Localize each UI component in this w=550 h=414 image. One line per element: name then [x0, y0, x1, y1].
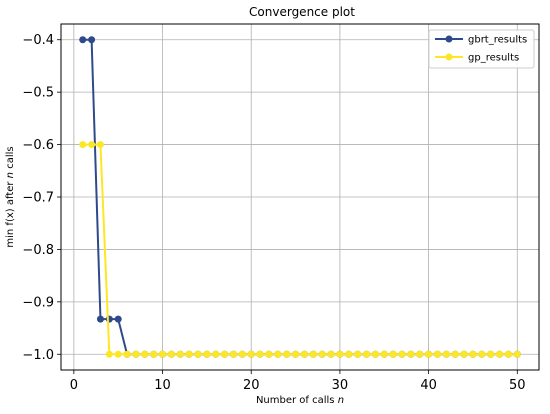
- data-point-gp_results: [309, 350, 317, 358]
- data-point-gbrt_results: [88, 36, 96, 44]
- legend-marker-gbrt: [445, 35, 453, 43]
- chart-title: Convergence plot: [249, 5, 355, 19]
- data-point-gp_results: [513, 350, 521, 358]
- data-point-gp_results: [407, 350, 415, 358]
- data-point-gp_results: [167, 350, 175, 358]
- data-point-gp_results: [132, 350, 140, 358]
- x-tick-label: 10: [154, 378, 171, 393]
- x-tick-label: 50: [509, 378, 526, 393]
- data-point-gp_results: [283, 350, 291, 358]
- data-point-gp_results: [185, 350, 193, 358]
- y-tick-label: −0.9: [22, 295, 54, 310]
- x-tick-label: 20: [243, 378, 260, 393]
- axis-ticks: 0 10 20 30 40 50 −1.0 −0.9 −0.8 −0.7 −0.6 −0.5 −0.4: [22, 33, 525, 393]
- data-point-gp_results: [451, 350, 459, 358]
- data-point-gp_results: [265, 350, 273, 358]
- series-gp_results: [79, 141, 521, 358]
- grid: [61, 24, 539, 370]
- y-tick-label: −0.5: [22, 86, 54, 101]
- data-point-gp_results: [398, 350, 406, 358]
- data-point-gp_results: [371, 350, 379, 358]
- data-point-gp_results: [354, 350, 362, 358]
- data-point-gp_results: [274, 350, 282, 358]
- data-point-gp_results: [336, 350, 344, 358]
- data-point-gp_results: [345, 350, 353, 358]
- y-axis-label-text: min f(x) after: [5, 178, 16, 247]
- data-point-gp_results: [256, 350, 264, 358]
- data-point-gp_results: [88, 141, 96, 149]
- plot-series: [79, 36, 521, 358]
- y-axis-label: min f(x) after n calls: [5, 146, 16, 247]
- data-point-gp_results: [300, 350, 308, 358]
- y-tick-label: −0.7: [22, 191, 54, 206]
- y-axis-label-suffix: calls: [5, 146, 16, 172]
- data-point-gp_results: [487, 350, 495, 358]
- data-point-gp_results: [389, 350, 397, 358]
- x-tick-label: 40: [420, 378, 437, 393]
- y-axis-label-italic: n: [5, 172, 16, 178]
- data-point-gbrt_results: [114, 315, 122, 323]
- x-axis-label-italic: n: [338, 395, 344, 406]
- data-point-gp_results: [363, 350, 371, 358]
- x-tick-label: 30: [332, 378, 349, 393]
- x-axis-label: Number of calls n: [256, 395, 344, 406]
- data-point-gp_results: [238, 350, 246, 358]
- data-point-gp_results: [123, 350, 131, 358]
- data-point-gp_results: [105, 350, 113, 358]
- data-point-gp_results: [141, 350, 149, 358]
- legend-label-gp: gp_results: [468, 53, 519, 64]
- data-point-gp_results: [433, 350, 441, 358]
- data-point-gp_results: [460, 350, 468, 358]
- data-point-gp_results: [176, 350, 184, 358]
- data-point-gp_results: [416, 350, 424, 358]
- legend: gbrt_results gp_results: [428, 29, 535, 69]
- data-point-gp_results: [327, 350, 335, 358]
- data-point-gp_results: [380, 350, 388, 358]
- data-point-gp_results: [504, 350, 512, 358]
- y-tick-label: −1.0: [22, 348, 54, 363]
- x-axis-label-text: Number of calls: [256, 395, 338, 406]
- data-point-gp_results: [496, 350, 504, 358]
- data-point-gp_results: [318, 350, 326, 358]
- data-point-gbrt_results: [96, 315, 104, 323]
- data-point-gp_results: [221, 350, 229, 358]
- data-point-gp_results: [247, 350, 255, 358]
- y-tick-label: −0.6: [22, 138, 54, 153]
- data-point-gp_results: [229, 350, 237, 358]
- data-point-gp_results: [442, 350, 450, 358]
- y-tick-label: −0.4: [22, 33, 54, 48]
- data-point-gp_results: [96, 141, 104, 149]
- data-point-gp_results: [194, 350, 202, 358]
- data-point-gp_results: [292, 350, 300, 358]
- legend-label-gbrt: gbrt_results: [468, 35, 527, 46]
- data-point-gbrt_results: [79, 36, 87, 44]
- data-point-gp_results: [79, 141, 87, 149]
- data-point-gp_results: [150, 350, 158, 358]
- x-tick-label: 0: [70, 378, 78, 393]
- data-point-gp_results: [478, 350, 486, 358]
- data-point-gp_results: [469, 350, 477, 358]
- data-point-gp_results: [425, 350, 433, 358]
- y-tick-label: −0.8: [22, 243, 54, 258]
- legend-marker-gp: [445, 53, 453, 61]
- data-point-gp_results: [159, 350, 167, 358]
- data-point-gp_results: [114, 350, 122, 358]
- data-point-gp_results: [212, 350, 220, 358]
- data-point-gp_results: [203, 350, 211, 358]
